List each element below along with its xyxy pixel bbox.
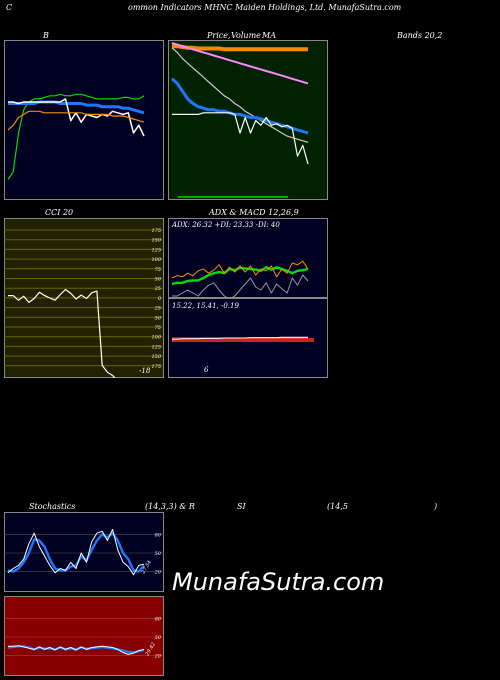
price-series-2: [171, 47, 309, 143]
bollinger-series-0: [7, 93, 145, 180]
page-title: ommon Indicators MHNC Maiden Holdings, L…: [128, 3, 402, 12]
volume-label: Volume: [231, 31, 261, 40]
adx-macd-label: ADX & MACD 12,26,9: [209, 208, 299, 217]
macd-series-1: [172, 336, 308, 340]
adx-chart: ADX: 26.32 +DI: 23.33 -DI: 40: [168, 218, 328, 298]
cci-label: CCI 20: [45, 208, 74, 217]
cci-last-label: -18: [139, 367, 151, 375]
adx-series-2: [172, 274, 309, 298]
macd-histogram: [172, 338, 314, 342]
bollinger-series-1: [8, 100, 145, 115]
stoch-params-label: (14,3,3) & R: [145, 502, 195, 511]
adx-frame: [168, 218, 328, 298]
volume-bar: [178, 196, 288, 198]
cci-tick: 25: [154, 306, 161, 312]
price-label: Price,: [207, 31, 231, 40]
cci-tick: 100: [151, 257, 161, 263]
stoch-tick: 50: [155, 551, 162, 557]
cci-tick: 150: [151, 354, 161, 360]
rsi-label: SI: [237, 502, 246, 511]
macd-last-label: 6: [204, 366, 209, 374]
watermark: MunafaSutra.com: [172, 568, 385, 596]
ma-label: MA: [262, 31, 276, 40]
cci-tick: 75: [155, 325, 161, 331]
bollinger-frame: [4, 40, 164, 200]
macd-chart: 15.22, 15.41, -0.19 6: [168, 298, 328, 378]
price-series-1: [171, 42, 309, 85]
header-c: C: [6, 3, 13, 12]
rsi-frame: [4, 596, 164, 676]
bands-label: Bands 20,2: [397, 31, 443, 40]
stoch-frame: [4, 512, 164, 592]
adx-series-0: [171, 266, 309, 286]
price-frame: [168, 40, 328, 200]
cci-tick: 175: [151, 364, 161, 370]
bollinger-chart: [4, 40, 164, 200]
rsi-tick: 50: [155, 635, 162, 641]
cci-tick: 150: [151, 238, 161, 244]
rsi-close-label: ): [434, 502, 438, 511]
adx-values-text: ADX: 26.32 +DI: 23.33 -DI: 40: [171, 221, 280, 229]
cci-tick: 75: [155, 267, 161, 273]
cci-tick: 175: [151, 228, 161, 234]
cci-tick: 100: [151, 335, 161, 341]
price-series-4: [172, 112, 309, 165]
rsi-params-label: (14,5: [327, 502, 348, 511]
stoch-label: Stochastics: [29, 502, 76, 511]
cci-line: [8, 288, 116, 378]
rsi-tick: 80: [155, 616, 162, 622]
bollinger-series-3: [7, 110, 145, 131]
cci-tick: 50: [155, 277, 162, 283]
cci-tick: 25: [154, 286, 161, 292]
macd-values-text: 15.22, 15.41, -0.19: [172, 302, 239, 310]
stoch-tick: 20: [154, 570, 162, 576]
adx-series-1: [171, 260, 309, 279]
cci-tick: 50: [155, 315, 162, 321]
rsi-series-1: [8, 645, 145, 655]
bollinger-label: B: [43, 31, 49, 40]
stoch-series-1: [7, 528, 145, 576]
stoch-series-0: [7, 532, 145, 573]
cci-tick: 125: [151, 344, 161, 350]
cci-tick: 125: [151, 247, 161, 253]
price-series-0: [172, 44, 308, 52]
price-ma-chart: [168, 40, 328, 200]
rsi-tick: 20: [154, 654, 162, 660]
cci-tick: 0: [158, 296, 162, 302]
stoch-tick: 80: [155, 532, 162, 538]
